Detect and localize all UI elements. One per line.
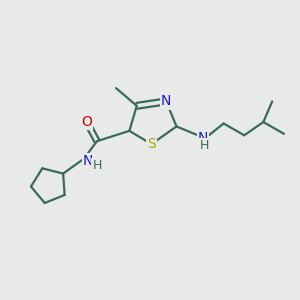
Text: N: N bbox=[83, 154, 93, 168]
Text: O: O bbox=[81, 115, 92, 129]
Text: S: S bbox=[147, 137, 156, 151]
Text: H: H bbox=[92, 159, 102, 172]
Text: N: N bbox=[161, 94, 171, 108]
Text: N: N bbox=[198, 131, 208, 145]
Text: H: H bbox=[200, 139, 209, 152]
